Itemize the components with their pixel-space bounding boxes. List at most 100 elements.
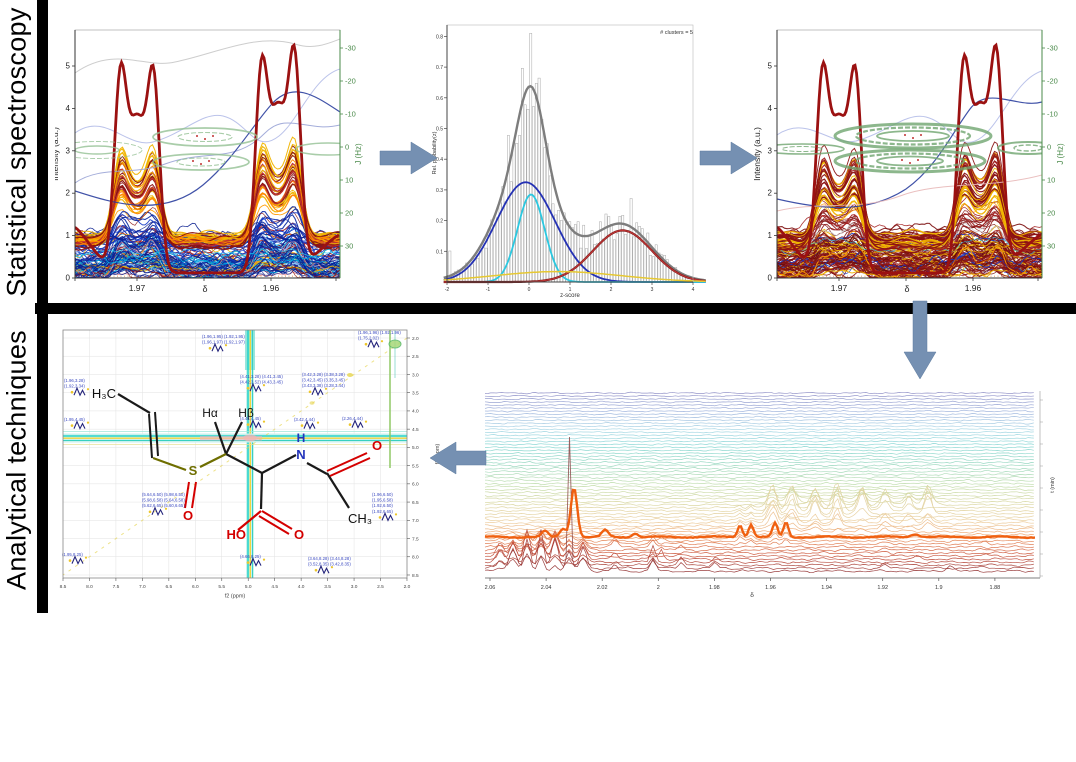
y-tick-label: 2.5: [412, 354, 419, 360]
y-axis-label: Rel. probability(z): [432, 131, 438, 174]
peak-glyph: [249, 557, 262, 567]
peak-glyph: [249, 382, 262, 393]
peak-glyph: [151, 506, 164, 517]
y-tick-label: 3: [768, 146, 773, 155]
atom-label-h-alpha: Hα: [202, 406, 218, 420]
annotation-label: (1.96,6.50): [372, 492, 393, 497]
y-tick-label: 0.7: [436, 65, 443, 71]
section-label-statistical-spectroscopy: Statistical spectroscopy: [1, 7, 32, 297]
y-tick-label: 2: [66, 189, 71, 198]
annotation-label: (3.64,8.28) (3.44,8.28): [308, 556, 351, 561]
annotation-label: (4.66,8.25): [240, 554, 261, 559]
y-tick-label: 2.0: [412, 336, 419, 342]
y-axis-label: f1 (ppm): [435, 444, 441, 465]
y-tick-label: 5: [768, 62, 773, 71]
annotation-label: (1.75,2.02): [358, 336, 379, 341]
peak-glyph: [351, 419, 364, 429]
x-tick-label: 3.5: [324, 584, 331, 590]
x-tick-label: 0: [528, 287, 531, 293]
atom-label-h-beta: Hβ: [238, 406, 254, 420]
x-tick-label: 1: [569, 287, 572, 293]
axes: 0 1 2 3 4 5 1.97 1.96 δ -30 -20 -10 0 10 20 30 Intensity…: [55, 29, 363, 294]
y-tick-label: 0: [66, 274, 71, 283]
x-tick-label: 1.96: [765, 585, 776, 591]
y-tick-label: 3.0: [412, 372, 419, 378]
j-tick-label: 0: [345, 143, 349, 152]
peak-glyph: [381, 512, 394, 522]
peak-glyph: [249, 419, 262, 429]
atom-label-amide-h: H: [297, 431, 306, 445]
annotation-label: (3.52,8.35) (3.42,8.35): [308, 562, 351, 567]
j-tick-label: -10: [1047, 110, 1058, 119]
x-tick-label: 2.06: [485, 585, 496, 591]
peak-glyph: [311, 386, 324, 397]
y-tick-label: 4: [66, 104, 71, 113]
y-tick-label: 8.0: [412, 555, 419, 561]
j-tick-label: -20: [345, 77, 356, 86]
y-tick-label: 0.6: [436, 96, 443, 102]
y-tick-label: 7.5: [412, 536, 419, 542]
j-tick-label: 20: [1047, 209, 1055, 218]
panel-raw-spectra-overlay: 0 1 2 3 4 5 1.97 1.96 δ -30 -20 -10 0 10 20 30 Intensity…: [55, 29, 363, 294]
x-axis-label: f2 (ppm): [225, 594, 246, 600]
x-axis-label: δ: [904, 284, 909, 294]
atom-label-methyl: H₃C: [92, 386, 116, 401]
atom-label-nitrogen: N: [296, 447, 305, 462]
j-tick-label: -30: [345, 44, 356, 53]
x-tick-label: 8.5: [60, 584, 67, 590]
x-tick-label: 2.0: [404, 584, 411, 590]
y-tick-label: 0.8: [436, 34, 443, 40]
x-tick-label: 2: [610, 287, 613, 293]
x-tick-label: 1.97: [831, 283, 848, 293]
annotation-label: (3.42,3.28) (3.38,3.28): [302, 372, 345, 377]
y-tick-label: 1: [66, 231, 71, 240]
x-tick-label: 1.94: [821, 585, 832, 591]
j-tick-label: 10: [1047, 176, 1055, 185]
annotation-label: (3.43,3.38) (3.28,3.44): [302, 383, 345, 388]
section-divider-horizontal: [35, 303, 1076, 314]
atom-label-acetyl-methyl: CH₃: [348, 511, 372, 526]
y-tick-label: 0.2: [436, 219, 443, 225]
peak-glyph: [303, 420, 316, 430]
x-tick-label: 7.5: [113, 584, 120, 590]
annotation-label: (4.41,4.45): [240, 416, 261, 421]
panel-stacked-spectra: 2.06 2.04 2.02 2 1.98 1.96 1.94 1.92 1.9 1.88 δ t (…: [484, 391, 1056, 599]
y-tick-label: 4.5: [412, 427, 419, 433]
y-tick-label: 0.1: [436, 249, 443, 255]
annotation-label: (1.95,6.58): [372, 498, 393, 503]
x-tick-label: 7.0: [139, 584, 146, 590]
annotation-label: (1.92,6.65): [372, 509, 393, 514]
j-tick-label: -10: [345, 110, 356, 119]
panel-clustered-spectra-overlay: 0 1 2 3 4 5 1.97 1.96 δ -30 -20 -10 0 10 20 30 Intensity…: [752, 29, 1065, 294]
x-tick-label: 1.98: [709, 585, 720, 591]
x-tick-label: 1.96: [263, 283, 280, 293]
atom-label-acid-o: O: [294, 527, 304, 542]
annotation-label: (1.95,4.45): [64, 417, 85, 422]
x-tick-label: 2.02: [597, 585, 608, 591]
j-axis-label: J (Hz): [354, 143, 363, 165]
statistical-ellipses: [777, 122, 1042, 174]
annotation-label: (5.64,6.50) (5.98,6.50): [142, 492, 185, 497]
stacked-traces: [484, 391, 1034, 574]
peak-glyph: [367, 338, 380, 349]
peak-annotations: (1.96,1.95) (1.92,1.95)(1.96,1.97) (1.92…: [62, 330, 401, 575]
annotation-label: (3.42,3.45) (3.35,3.45): [302, 378, 345, 383]
tall-spike: [565, 436, 574, 560]
x-tick-label: 4: [692, 287, 695, 293]
x-tick-label: 5.5: [218, 584, 225, 590]
atom-label-sulfoxide-o: O: [183, 508, 193, 523]
peak-glyph: [73, 420, 86, 430]
x-tick-label: 3.0: [351, 584, 358, 590]
annotation-label: (4.42,3.52) (4.43,3.45): [240, 380, 283, 385]
y-tick-label: 1: [768, 231, 773, 240]
spectra-line-bundle: [777, 42, 1042, 279]
outlier-trace: [777, 70, 1042, 143]
diagonal: [62, 337, 408, 576]
atom-label-hydroxyl: HO: [227, 527, 247, 542]
annotation-label: (1.96,3.28): [64, 378, 85, 383]
y-axis-label: Intensity (a.u.): [752, 127, 762, 181]
annotation-label: (5.98,6.58) (5.64,6.58): [142, 498, 185, 503]
x-tick-label: 8.0: [86, 584, 93, 590]
